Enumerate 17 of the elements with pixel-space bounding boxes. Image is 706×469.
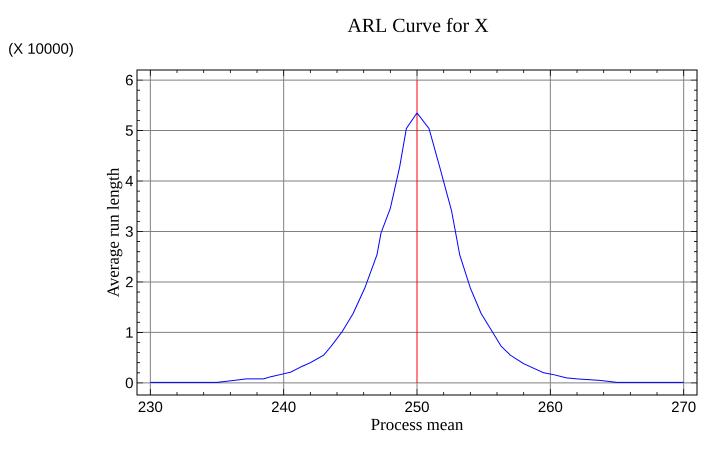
x-tick-label: 250 [405, 402, 429, 412]
y-tick-label: 2 [126, 276, 133, 288]
y-tick-label: 6 [126, 74, 133, 86]
x-tick-label: 240 [272, 402, 296, 412]
x-axis-title: Process mean [371, 418, 464, 430]
y-tick-label: 0 [126, 378, 133, 388]
y-axis-title: Average run length [106, 168, 122, 298]
y-tick-label: 1 [126, 327, 133, 338]
y-tick-label: 4 [126, 176, 134, 186]
text: (X 10000) [9, 42, 73, 57]
y-tick-label: 5 [126, 125, 133, 136]
x-tick-label: 260 [538, 402, 562, 412]
line-series [150, 112, 684, 383]
y-tick-label: 3 [126, 226, 133, 237]
chart-title: ARL Curve for X [348, 18, 488, 32]
x-tick-label: 270 [672, 402, 696, 412]
x-tick-label: 230 [138, 402, 162, 412]
